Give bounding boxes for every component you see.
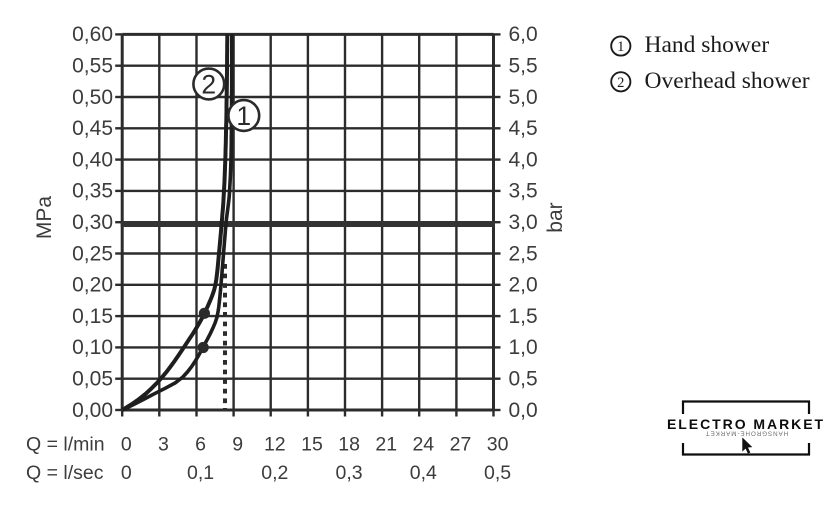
svg-text:18: 18 bbox=[338, 433, 360, 455]
svg-text:ELECTRO MARKET: ELECTRO MARKET bbox=[667, 416, 825, 432]
svg-text:0,4: 0,4 bbox=[410, 462, 437, 484]
svg-text:3: 3 bbox=[158, 433, 169, 455]
svg-text:4,5: 4,5 bbox=[509, 117, 538, 140]
svg-text:0,25: 0,25 bbox=[72, 242, 113, 265]
svg-text:6: 6 bbox=[195, 433, 206, 455]
svg-text:2: 2 bbox=[201, 70, 216, 100]
svg-text:0,50: 0,50 bbox=[72, 86, 113, 109]
svg-text:1: 1 bbox=[617, 39, 624, 55]
svg-text:15: 15 bbox=[301, 433, 323, 455]
svg-text:0,3: 0,3 bbox=[336, 462, 363, 484]
svg-text:0,45: 0,45 bbox=[72, 117, 113, 140]
svg-text:0,2: 0,2 bbox=[261, 462, 288, 484]
svg-text:0,5: 0,5 bbox=[509, 368, 538, 391]
svg-text:0,60: 0,60 bbox=[72, 23, 113, 46]
svg-text:0,05: 0,05 bbox=[72, 368, 113, 391]
svg-text:0,0: 0,0 bbox=[509, 399, 538, 422]
svg-text:24: 24 bbox=[412, 433, 434, 455]
svg-text:MPa: MPa bbox=[33, 196, 56, 240]
svg-text:0,5: 0,5 bbox=[484, 462, 511, 484]
svg-text:Q = l/sec: Q = l/sec bbox=[26, 462, 104, 484]
svg-text:3,0: 3,0 bbox=[509, 211, 538, 234]
svg-text:2,5: 2,5 bbox=[509, 242, 538, 265]
svg-text:1: 1 bbox=[236, 101, 251, 131]
svg-text:0,20: 0,20 bbox=[72, 274, 113, 297]
svg-text:1,5: 1,5 bbox=[509, 305, 538, 328]
svg-text:0,10: 0,10 bbox=[72, 336, 113, 359]
svg-text:27: 27 bbox=[450, 433, 472, 455]
svg-text:21: 21 bbox=[375, 433, 397, 455]
svg-text:3,5: 3,5 bbox=[509, 180, 538, 203]
svg-text:2: 2 bbox=[617, 75, 624, 91]
svg-text:0,1: 0,1 bbox=[187, 462, 214, 484]
svg-text:5,0: 5,0 bbox=[509, 86, 538, 109]
svg-text:4,0: 4,0 bbox=[509, 148, 538, 171]
svg-text:6,0: 6,0 bbox=[509, 23, 538, 46]
svg-text:0,00: 0,00 bbox=[72, 399, 113, 422]
svg-text:1,0: 1,0 bbox=[509, 336, 538, 359]
svg-text:2,0: 2,0 bbox=[509, 274, 538, 297]
svg-text:0: 0 bbox=[121, 433, 132, 455]
svg-text:Overhead shower: Overhead shower bbox=[645, 68, 810, 94]
svg-text:bar: bar bbox=[544, 202, 567, 232]
svg-text:HANSGROHE-MARKET: HANSGROHE-MARKET bbox=[705, 430, 788, 437]
svg-text:9: 9 bbox=[232, 433, 243, 455]
svg-text:30: 30 bbox=[487, 433, 509, 455]
svg-text:0,15: 0,15 bbox=[72, 305, 113, 328]
svg-text:0,30: 0,30 bbox=[72, 211, 113, 234]
svg-text:0,40: 0,40 bbox=[72, 148, 113, 171]
svg-text:Q = l/min: Q = l/min bbox=[26, 433, 105, 455]
svg-text:0: 0 bbox=[121, 462, 132, 484]
svg-text:Hand shower: Hand shower bbox=[645, 32, 770, 58]
svg-text:0,55: 0,55 bbox=[72, 55, 113, 78]
svg-text:5,5: 5,5 bbox=[509, 55, 538, 78]
svg-text:12: 12 bbox=[264, 433, 286, 455]
svg-text:0,35: 0,35 bbox=[72, 180, 113, 203]
